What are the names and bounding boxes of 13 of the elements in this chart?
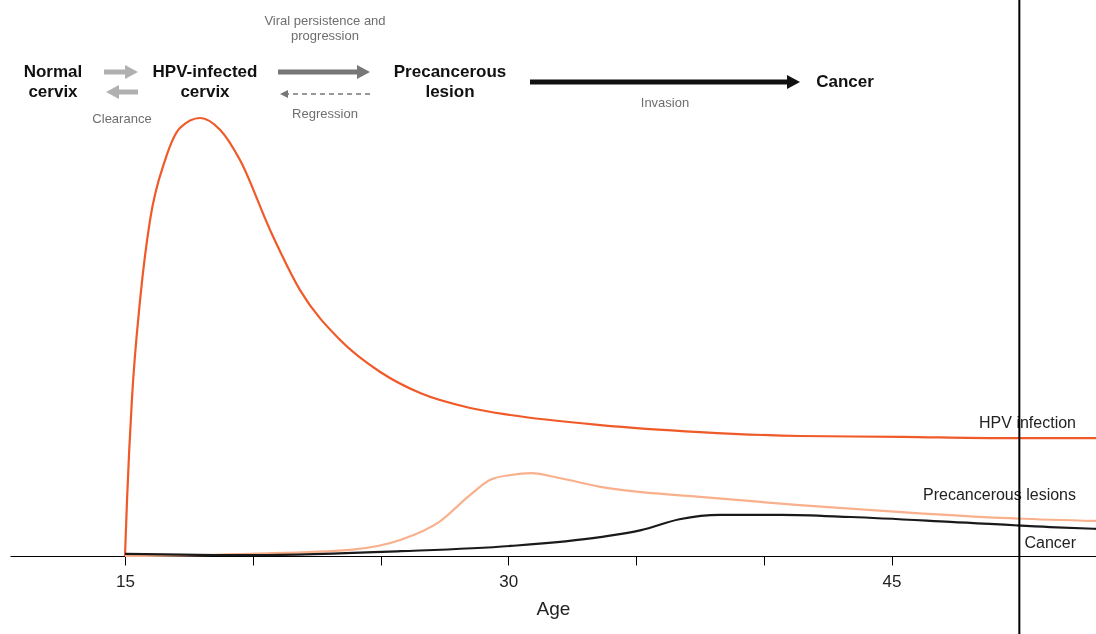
text: Cancer <box>815 72 875 92</box>
annotation: Regression <box>291 106 359 122</box>
x-tick-label: 15 <box>116 571 135 591</box>
text: Invasion <box>639 95 691 111</box>
text: Viral persistence and progression <box>263 13 387 44</box>
x-tick-label: 45 <box>882 571 902 591</box>
x-axis-title: Age <box>536 597 571 619</box>
x-tick-label: 30 <box>499 571 519 591</box>
series-label: Cancer <box>1024 533 1077 551</box>
text: Normal cervix <box>22 62 84 102</box>
text: HPV-infected cervix <box>151 62 259 102</box>
text: Precancerous lesion <box>392 62 508 102</box>
annotation: Clearance <box>91 111 153 127</box>
